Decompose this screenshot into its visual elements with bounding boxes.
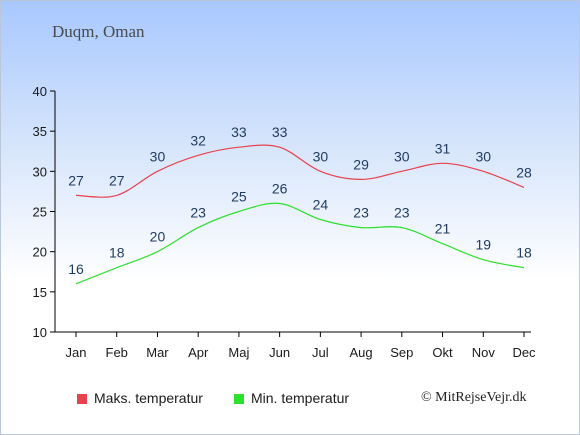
- data-label-max: 27: [68, 172, 84, 188]
- data-label-max: 29: [353, 156, 369, 172]
- data-label-min: 16: [68, 261, 84, 277]
- series-line-max: [75, 144, 525, 198]
- data-label-min: 20: [150, 229, 166, 245]
- copyright-text: © MitRejseVejr.dk: [421, 390, 527, 405]
- data-label-max: 32: [190, 132, 206, 148]
- x-tick-label: Maj: [228, 345, 249, 360]
- data-label-min: 26: [272, 180, 288, 196]
- legend-item-max: Maks. temperatur: [77, 390, 203, 406]
- data-label-min: 23: [190, 205, 206, 221]
- chart-axes: [54, 91, 531, 333]
- data-label-max: 33: [272, 124, 288, 140]
- x-tick-label: Jul: [312, 345, 329, 360]
- x-tick-label: Nov: [472, 345, 496, 360]
- data-label-min: 25: [231, 189, 247, 205]
- data-label-max: 30: [313, 148, 329, 164]
- y-axis-ticks: 10 15 20 25 30 35 40: [33, 84, 55, 340]
- data-label-max: 30: [475, 148, 491, 164]
- legend-label-max: Maks. temperatur: [94, 390, 203, 406]
- data-labels: 27 27 30 32 33 33 30 29 30 31 30 28 16 18 20 23 25 26 24 23…: [68, 124, 532, 277]
- data-label-min: 23: [353, 205, 369, 221]
- data-label-min: 24: [313, 197, 329, 213]
- x-tick-label: Feb: [106, 345, 128, 360]
- x-tick-label: Sep: [390, 345, 413, 360]
- x-tick-label: Jan: [66, 345, 87, 360]
- location-title: Duqm, Oman: [52, 22, 145, 41]
- legend-label-min: Min. temperatur: [251, 390, 350, 406]
- data-label-max: 31: [435, 140, 451, 156]
- y-tick-label: 20: [33, 245, 47, 260]
- x-tick-label: Apr: [188, 345, 209, 360]
- legend-swatch-min: [234, 394, 244, 404]
- y-tick-label: 40: [33, 84, 47, 99]
- data-label-min: 19: [475, 237, 491, 253]
- x-tick-label: Mar: [146, 345, 169, 360]
- data-label-min: 18: [109, 245, 125, 261]
- x-axis-ticks: Jan Feb Mar Apr Maj Jun Jul Aug Sep Okt Nov Dec: [66, 332, 536, 360]
- data-label-max: 28: [516, 164, 532, 180]
- data-label-max: 30: [150, 148, 166, 164]
- data-label-max: 27: [109, 172, 125, 188]
- y-tick-label: 15: [33, 285, 47, 300]
- x-tick-label: Okt: [432, 345, 453, 360]
- data-label-min: 23: [394, 205, 410, 221]
- legend-swatch-max: [77, 394, 87, 404]
- x-tick-label: Dec: [512, 345, 536, 360]
- y-tick-label: 35: [33, 124, 47, 139]
- x-tick-label: Aug: [350, 345, 373, 360]
- y-tick-label: 10: [33, 325, 47, 340]
- data-label-min: 21: [435, 221, 451, 237]
- series-line-min: [75, 202, 525, 285]
- data-label-min: 18: [516, 245, 532, 261]
- legend-item-min: Min. temperatur: [234, 390, 349, 406]
- data-label-max: 33: [231, 124, 247, 140]
- x-tick-label: Jun: [269, 345, 290, 360]
- series-lines: [75, 144, 525, 285]
- y-tick-label: 30: [33, 164, 47, 179]
- data-label-max: 30: [394, 148, 410, 164]
- y-tick-label: 25: [33, 205, 47, 220]
